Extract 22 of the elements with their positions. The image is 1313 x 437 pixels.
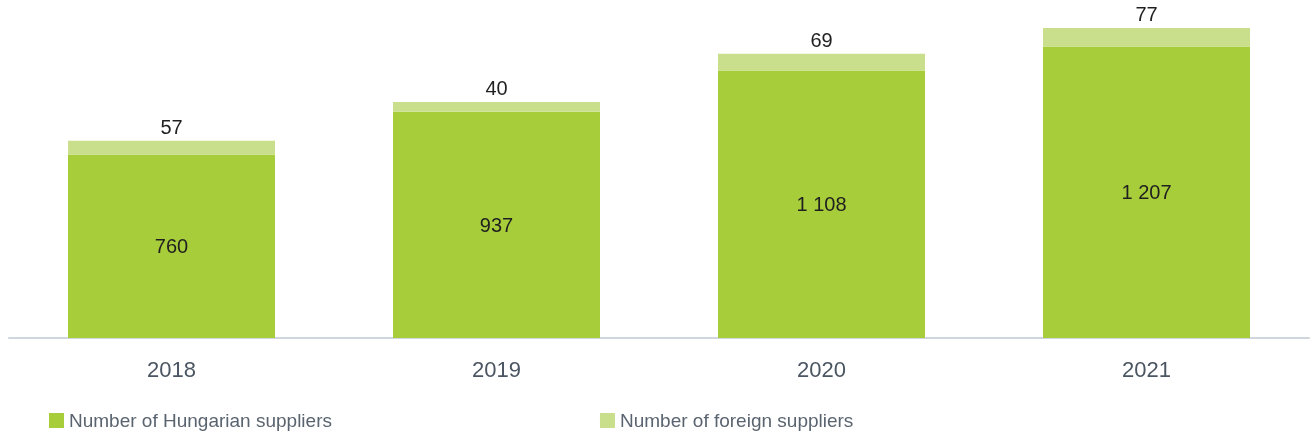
bar	[1043, 28, 1250, 47]
bar	[68, 140, 275, 155]
bar	[393, 111, 600, 338]
x-tick-label: 2019	[472, 356, 521, 382]
x-tick-label: 2018	[147, 356, 196, 382]
bar	[68, 154, 275, 338]
data-label: 1 207	[1121, 181, 1172, 204]
bar	[1043, 46, 1250, 338]
data-label: 57	[160, 115, 183, 138]
data-label: 77	[1135, 3, 1158, 25]
data-label: 937	[479, 213, 514, 236]
bar	[718, 70, 925, 338]
data-label: 40	[485, 77, 508, 100]
bar	[718, 53, 925, 71]
legend-label: Number of Hungarian suppliers	[69, 410, 332, 431]
data-label: 1 108	[796, 193, 847, 216]
x-tick-label: 2021	[1122, 356, 1171, 382]
legend-label: Number of foreign suppliers	[619, 410, 854, 431]
data-label: 760	[154, 235, 189, 258]
data-label: 69	[810, 28, 833, 51]
x-tick-label: 2020	[797, 356, 846, 382]
bar	[393, 102, 600, 112]
